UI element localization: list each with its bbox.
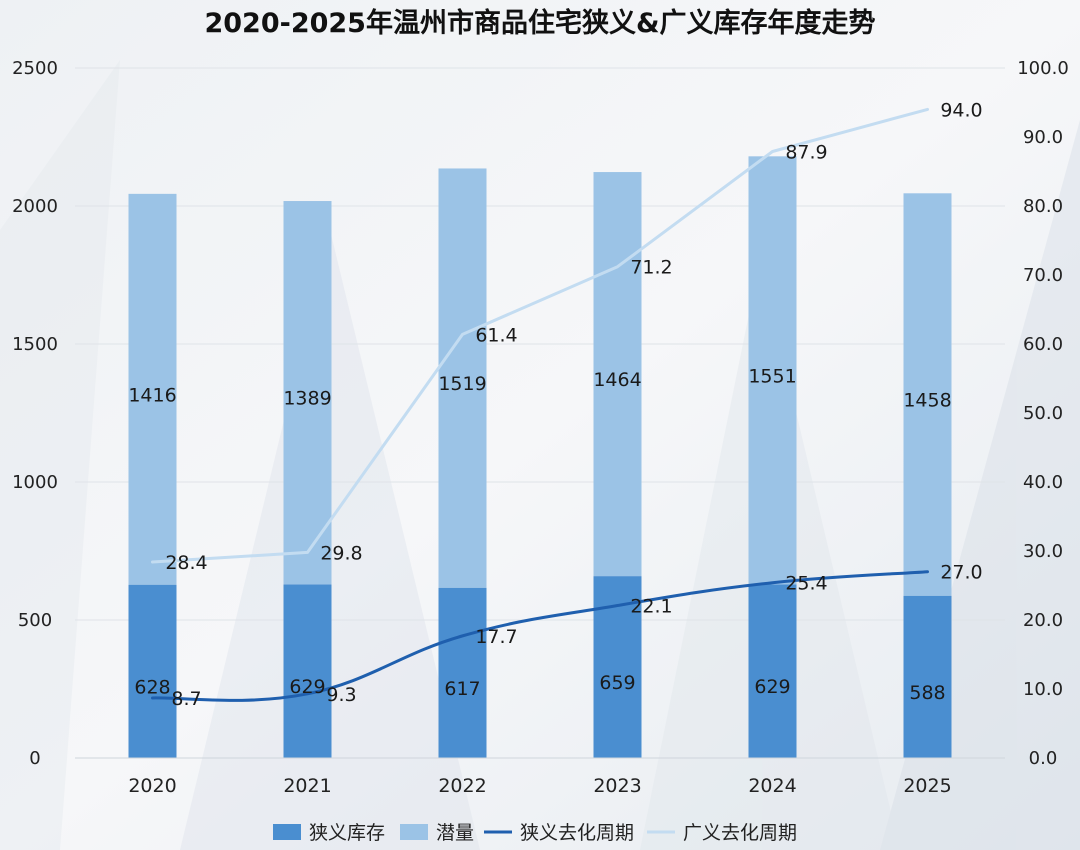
bar-potential — [748, 156, 797, 585]
bar-value-label: 629 — [754, 676, 790, 698]
line-value-label: 17.7 — [475, 626, 517, 648]
bar-value-label: 1458 — [903, 390, 951, 412]
legend-swatch — [273, 824, 301, 840]
y-right-tick-label: 20.0 — [1023, 610, 1063, 631]
bar-value-label: 1519 — [438, 373, 486, 395]
line-value-label: 25.4 — [785, 573, 827, 595]
line-value-label: 61.4 — [475, 324, 517, 346]
x-tick-label: 2021 — [283, 775, 331, 797]
line-value-label: 27.0 — [940, 562, 982, 584]
bar-value-label: 1464 — [593, 369, 641, 391]
y-right-tick-label: 60.0 — [1023, 334, 1063, 355]
bar-potential — [903, 193, 952, 596]
line-value-label: 9.3 — [326, 684, 356, 706]
legend-label: 广义去化周期 — [683, 822, 797, 844]
y-left-tick-label: 2000 — [12, 196, 58, 217]
bar-value-label: 628 — [134, 676, 170, 698]
bars — [128, 156, 952, 758]
bar-narrow-inventory — [128, 584, 177, 758]
x-tick-label: 2020 — [128, 775, 176, 797]
legend-label: 狭义库存 — [309, 822, 385, 844]
data-labels: 628 1416 629 1389 617 1519 659 1464 629 1551 588 14… — [128, 99, 982, 710]
bar-value-label: 1416 — [128, 384, 176, 406]
y-right-tick-label: 0.0 — [1029, 748, 1058, 769]
line-value-label: 94.0 — [940, 99, 982, 121]
x-tick-label: 2022 — [438, 775, 486, 797]
y-right-tick-label: 40.0 — [1023, 472, 1063, 493]
chart-title: 2020-2025年温州市商品住宅狭义&广义库存年度走势 — [204, 7, 875, 39]
legend-label: 潜量 — [436, 822, 474, 844]
bar-potential — [593, 172, 642, 577]
y-right-tick-label: 30.0 — [1023, 541, 1063, 562]
bar-narrow-inventory — [438, 587, 487, 758]
legend-swatch — [400, 824, 428, 840]
bar-value-label: 629 — [289, 676, 325, 698]
legend-label: 狭义去化周期 — [520, 822, 634, 844]
bar-value-label: 588 — [909, 682, 945, 704]
y-right-tick-label: 90.0 — [1023, 127, 1063, 148]
axes: 0 500 1000 1500 2000 2500 0.0 10.0 20.0 30.0 40.0 5… — [12, 58, 1069, 797]
x-tick-label: 2024 — [748, 775, 796, 797]
line-value-label: 28.4 — [165, 552, 207, 574]
line-broad-cycle — [151, 107, 929, 564]
bar-narrow-inventory — [748, 584, 797, 758]
line-narrow-cycle — [151, 570, 929, 702]
line-value-label: 87.9 — [785, 141, 827, 163]
bar-value-label: 659 — [599, 672, 635, 694]
bar-narrow-inventory — [283, 584, 332, 758]
y-right-tick-label: 10.0 — [1023, 679, 1063, 700]
bar-value-label: 1389 — [283, 388, 331, 410]
y-left-tick-label: 2500 — [12, 58, 58, 79]
y-right-tick-label: 50.0 — [1023, 403, 1063, 424]
y-right-tick-label: 100.0 — [1017, 58, 1069, 79]
bar-potential — [283, 201, 332, 585]
bar-narrow-inventory — [903, 595, 952, 758]
x-tick-label: 2023 — [593, 775, 641, 797]
line-value-label: 8.7 — [171, 688, 201, 710]
line-value-label: 71.2 — [630, 257, 672, 279]
line-value-label: 22.1 — [630, 596, 672, 618]
bar-potential — [438, 168, 487, 588]
y-left-tick-label: 0 — [29, 748, 40, 769]
y-left-tick-label: 500 — [18, 610, 52, 631]
y-right-tick-label: 70.0 — [1023, 265, 1063, 286]
y-right-tick-label: 80.0 — [1023, 196, 1063, 217]
bar-value-label: 1551 — [748, 365, 796, 387]
bar-potential — [128, 193, 177, 585]
lines — [151, 107, 929, 702]
legend: 狭义库存 潜量 狭义去化周期 广义去化周期 — [273, 822, 797, 844]
y-left-tick-label: 1500 — [12, 334, 58, 355]
line-value-label: 29.8 — [320, 542, 362, 564]
bar-value-label: 617 — [444, 678, 480, 700]
y-left-tick-label: 1000 — [12, 472, 58, 493]
x-tick-label: 2025 — [903, 775, 951, 797]
